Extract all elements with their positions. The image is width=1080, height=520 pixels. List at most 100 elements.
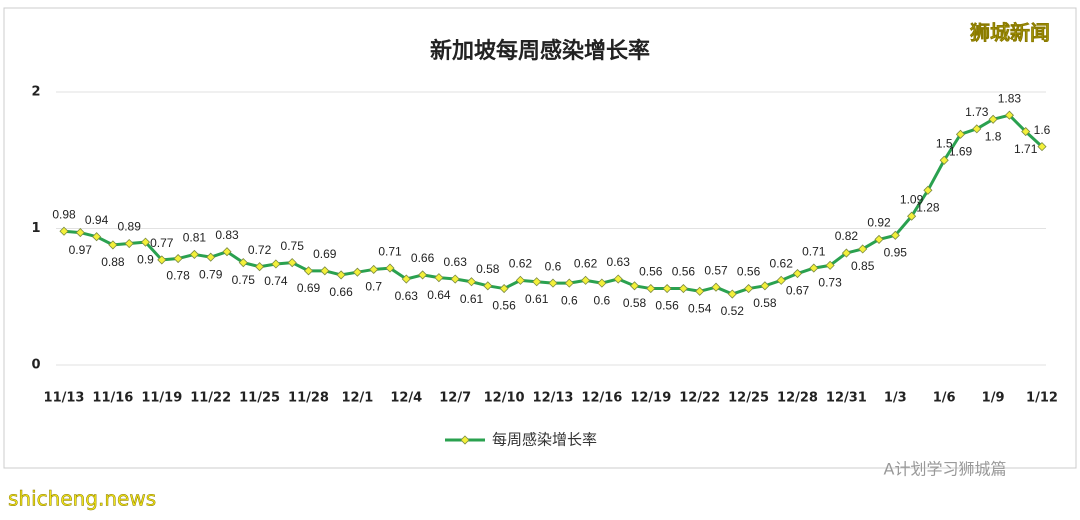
data-point	[890, 230, 900, 240]
data-label: 1.83	[998, 91, 1022, 105]
data-point	[59, 226, 69, 236]
y-tick-label: 2	[31, 85, 40, 100]
data-label: 0.79	[199, 267, 223, 281]
data-point	[711, 282, 721, 292]
data-point	[418, 270, 428, 280]
data-label: 0.75	[281, 239, 305, 253]
data-label: 1.73	[965, 105, 989, 119]
data-point	[629, 281, 640, 291]
y-tick-label: 0	[31, 358, 40, 373]
data-label: 0.85	[851, 259, 875, 273]
x-tick-label: 11/16	[92, 391, 133, 406]
data-label: 0.66	[329, 285, 353, 299]
chart-frame	[3, 7, 1077, 469]
data-label: 0.66	[411, 251, 435, 265]
data-point	[271, 259, 281, 269]
data-label: 0.62	[770, 257, 794, 271]
data-point	[401, 274, 411, 284]
data-point	[124, 238, 134, 249]
data-point	[140, 237, 151, 247]
data-point	[92, 232, 102, 242]
data-label: 0.69	[313, 247, 337, 261]
data-point	[939, 155, 949, 165]
data-point	[450, 274, 460, 284]
data-point	[108, 240, 118, 250]
data-label: 0.6	[545, 259, 562, 273]
x-tick-label: 11/28	[288, 391, 329, 406]
data-label: 0.83	[215, 228, 239, 242]
data-point	[1004, 110, 1014, 120]
x-tick-label: 1/12	[1026, 391, 1058, 406]
x-tick-label: 12/1	[341, 391, 373, 406]
x-tick-label: 12/7	[439, 391, 471, 406]
watermark: A计划学习狮城篇	[884, 460, 1007, 479]
data-point	[858, 244, 868, 254]
x-tick-label: 11/22	[190, 391, 231, 406]
data-point	[695, 286, 705, 296]
data-point	[483, 281, 493, 291]
data-label: 0.75	[232, 273, 256, 287]
data-label: 0.56	[737, 265, 761, 279]
data-point	[874, 234, 884, 244]
data-point	[238, 258, 248, 268]
data-point	[189, 249, 199, 260]
watermark: shicheng.news	[8, 487, 156, 511]
data-label: 0.57	[704, 263, 728, 277]
data-point	[744, 283, 754, 294]
data-point	[825, 260, 835, 270]
data-label: 0.7	[365, 280, 382, 294]
data-point	[320, 266, 330, 276]
x-tick-label: 12/10	[484, 391, 525, 406]
x-tick-label: 12/4	[390, 391, 422, 406]
x-tick-label: 12/13	[533, 391, 574, 406]
data-label: 0.56	[672, 265, 696, 279]
legend-label: 每周感染增长率	[492, 431, 597, 449]
data-point	[434, 273, 444, 283]
watermark: 狮城新闻	[970, 21, 1050, 45]
data-label: 1.09	[900, 192, 924, 206]
data-point	[352, 267, 362, 277]
data-label: 0.56	[639, 265, 663, 279]
data-label: 0.63	[607, 255, 631, 269]
data-point	[75, 228, 85, 238]
data-label: 0.95	[884, 245, 908, 259]
data-point	[581, 275, 591, 285]
legend-marker	[460, 435, 470, 445]
data-label: 0.54	[688, 301, 712, 315]
data-label: 0.61	[525, 292, 549, 306]
data-label: 0.62	[509, 257, 533, 271]
x-tick-label: 1/6	[933, 391, 956, 406]
data-label: 0.58	[476, 262, 500, 276]
data-point	[678, 283, 688, 294]
x-tick-label: 12/19	[630, 391, 671, 406]
data-point	[792, 268, 803, 279]
data-point	[499, 283, 509, 294]
x-tick-label: 12/25	[728, 391, 769, 406]
x-tick-label: 11/25	[239, 391, 280, 406]
x-tick-label: 12/22	[679, 391, 720, 406]
data-point	[466, 277, 477, 287]
data-point	[760, 281, 770, 291]
data-point	[173, 253, 183, 264]
data-label: 0.72	[248, 243, 272, 257]
data-label: 0.6	[561, 293, 578, 307]
data-point	[776, 275, 786, 285]
data-point	[222, 247, 232, 257]
y-tick-label: 1	[31, 221, 40, 236]
data-label: 0.89	[118, 220, 142, 234]
x-tick-label: 12/28	[777, 391, 818, 406]
data-label: 0.71	[802, 244, 826, 258]
data-label: 0.64	[427, 288, 451, 302]
x-tick-label: 1/9	[982, 391, 1005, 406]
data-label: 0.58	[623, 296, 647, 310]
data-label: 0.58	[753, 296, 777, 310]
data-point	[385, 263, 395, 273]
data-label: 1.6	[1034, 123, 1051, 137]
data-label: 0.56	[655, 299, 679, 313]
data-label: 0.71	[378, 244, 402, 258]
data-label: 0.97	[69, 243, 93, 257]
data-point	[255, 262, 265, 272]
data-label: 1.71	[1014, 142, 1038, 156]
data-point	[532, 277, 542, 287]
data-label: 0.61	[460, 292, 484, 306]
